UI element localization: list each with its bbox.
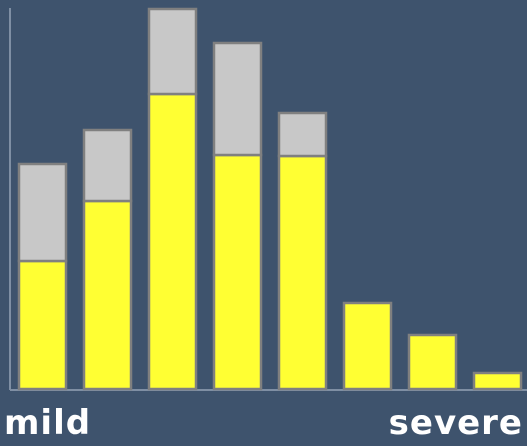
bar-3-segment-lower [147,92,198,391]
bars-group [17,7,523,391]
bar-3-segment-upper [147,7,198,96]
bar-6-segment-lower [342,301,393,391]
bar-5-segment-lower [277,154,328,391]
x-axis-label-severe: severe [388,403,523,443]
bar-2-segment-lower [82,199,133,391]
bar-1-segment-lower [17,259,68,391]
bar-4-segment-lower [212,153,263,391]
bar-2-segment-upper [82,128,133,203]
x-axis-label-mild: mild [4,403,92,443]
bar-5-segment-upper [277,111,328,158]
bar-7-segment-lower [407,333,458,391]
bar-8-segment-lower [472,371,523,391]
bar-4-segment-upper [212,41,263,157]
bar-1-segment-upper [17,162,68,263]
